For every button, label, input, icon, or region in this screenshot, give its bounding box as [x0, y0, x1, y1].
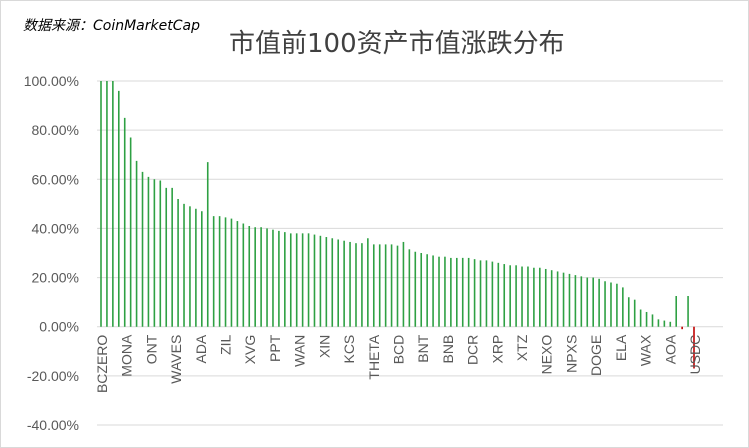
y-tick-label: -20.00%: [27, 368, 79, 384]
x-tick-label: WAVES: [168, 335, 184, 384]
y-tick-label: 80.00%: [32, 122, 79, 138]
x-tick-label: AOA: [662, 334, 678, 364]
source-note: 数据来源：CoinMarketCap: [23, 18, 200, 34]
x-tick-label: WAX: [638, 334, 654, 366]
x-tick-label: BNT: [415, 334, 431, 362]
y-tick-label: 60.00%: [32, 171, 79, 187]
y-tick-label: -40.00%: [27, 417, 79, 433]
x-tick-label: XTZ: [514, 334, 530, 361]
x-tick-label: MONA: [119, 334, 135, 377]
y-tick-label: 20.00%: [32, 270, 79, 286]
x-tick-label: ADA: [193, 334, 209, 363]
x-tick-label: BCZERO: [94, 335, 110, 393]
y-tick-label: 100.00%: [24, 73, 79, 89]
x-tick-label: XVG: [242, 335, 258, 365]
x-tick-label: DOGE: [588, 335, 604, 376]
x-tick-label: NPXS: [563, 335, 579, 373]
x-tick-label: NEXO: [539, 335, 555, 375]
x-tick-label: KCS: [341, 335, 357, 364]
y-axis-ticks: -40.00% -20.00% 0.00% 20.00% 40.00% 60.00% 80.…: [24, 73, 79, 433]
x-tick-label: USDC: [687, 335, 703, 375]
x-tick-label: PPT: [267, 334, 283, 362]
x-tick-label: WAN: [292, 335, 308, 367]
x-tick-label: XIN: [316, 335, 332, 358]
y-tick-label: 0.00%: [39, 319, 79, 335]
x-tick-label: XRP: [489, 335, 505, 364]
x-axis-ticks: BCZERO MONA ONT WAVES ADA ZIL XVG PPT WAN XIN KCS T…: [94, 334, 703, 393]
x-tick-label: DCR: [465, 335, 481, 365]
y-tick-label: 40.00%: [32, 220, 79, 236]
x-tick-label: ONT: [143, 334, 159, 364]
x-tick-label: ZIL: [218, 335, 234, 355]
x-tick-label: BNB: [440, 335, 456, 364]
x-tick-label: THETA: [366, 334, 382, 380]
chart-title: 市值前100资产市值涨跌分布: [229, 29, 565, 59]
bars: [100, 81, 695, 369]
x-tick-label: ELA: [613, 334, 629, 361]
x-tick-label: BCD: [391, 335, 407, 365]
